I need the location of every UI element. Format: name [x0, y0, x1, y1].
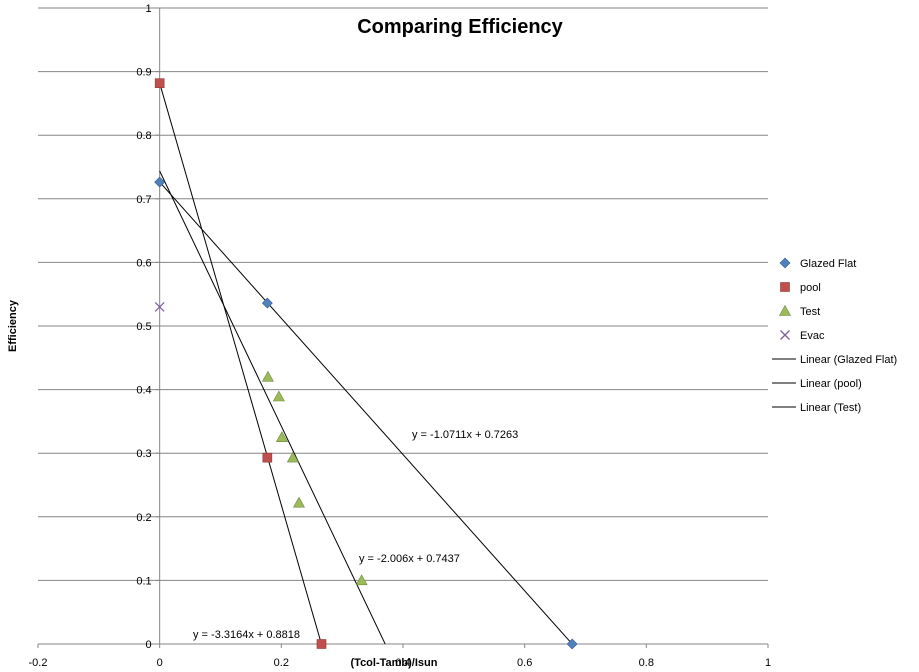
point-test-3 [286, 451, 299, 463]
y-tick-label: 0.4 [136, 385, 151, 397]
y-axis-title: Efficiency [7, 299, 19, 352]
axes [37, 7, 769, 648]
y-tick-label: 0.9 [136, 67, 151, 79]
x-tick-label: 0.2 [274, 657, 289, 669]
x-tick-label: 0.6 [517, 657, 532, 669]
trendline-0 [159, 181, 573, 645]
legend-trend-label-1: Linear (pool) [800, 378, 862, 390]
y-tick-label: 0.6 [136, 257, 151, 269]
y-tick-label: 0 [146, 639, 152, 651]
y-tick-label: 0.3 [136, 448, 151, 460]
y-tick-label: 0.8 [136, 130, 151, 142]
y-tick-label: 0.5 [136, 321, 151, 333]
point-test-5 [355, 574, 368, 586]
point-test-1 [272, 390, 285, 402]
legend-trend-label-0: Linear (Glazed Flat) [800, 354, 897, 366]
y-tick-label: 0.2 [136, 512, 151, 524]
chart-title: Comparing Efficiency [357, 16, 563, 38]
legend-label-2: Test [800, 306, 820, 318]
x-tick-label: 0 [157, 657, 163, 669]
x-tick-label: 0.8 [639, 657, 654, 669]
point-evac-0 [154, 301, 165, 312]
equation-labels: y = -1.0711x + 0.7263 y = -3.3164x + 0.88… [193, 429, 518, 641]
legend-label-3: Evac [800, 330, 825, 342]
legend-marker-2 [778, 304, 792, 316]
legend-marker-0 [779, 257, 791, 269]
trendline-2 [159, 170, 386, 645]
legend-label-1: pool [800, 282, 821, 294]
trendline-1 [159, 83, 322, 645]
point-pool-2 [316, 639, 327, 649]
x-tick-label: 1 [765, 657, 771, 669]
x-stroke [154, 301, 165, 312]
trendline-equation-2: y = -2.006x + 0.7437 [359, 553, 460, 565]
trendline-equation-1: y = -3.3164x + 0.8818 [193, 629, 300, 641]
y-tick-label: 0.1 [136, 575, 151, 587]
point-pool-1 [262, 452, 273, 463]
data-points [154, 78, 578, 650]
trendline-equation-0: y = -1.0711x + 0.7263 [412, 429, 518, 441]
x-tick-label: 0.4 [395, 657, 410, 669]
y-tick-label: 1 [146, 3, 152, 15]
legend-marker-1 [780, 282, 790, 292]
tick-labels: -0.2 0 0.2 0.4 0.6 0.8 1 0 0.1 0.2 0.3 0.4 0.5 0.6 0.7… [29, 3, 772, 669]
x-stroke [780, 330, 790, 340]
x-tick-label: -0.2 [29, 657, 48, 669]
y-tick-label: 0.7 [136, 194, 151, 206]
point-test-4 [292, 496, 305, 508]
legend-trend-label-2: Linear (Test) [800, 402, 861, 414]
point-glazed-flat-2 [566, 638, 578, 650]
point-glazed-flat-1 [261, 297, 273, 309]
legend: Glazed Flat pool Test Evac Linear (Glazed Fl… [772, 257, 897, 414]
legend-label-0: Glazed Flat [800, 258, 856, 270]
point-glazed-flat-0 [154, 176, 166, 188]
legend-marker-3 [780, 330, 790, 340]
grid-lines [38, 7, 768, 581]
point-test-0 [261, 370, 274, 382]
x-axis-title: (Tcol-Tamb)/Isun [351, 657, 438, 669]
trendlines [159, 83, 573, 645]
point-pool-0 [154, 78, 165, 88]
point-test-2 [275, 431, 288, 443]
